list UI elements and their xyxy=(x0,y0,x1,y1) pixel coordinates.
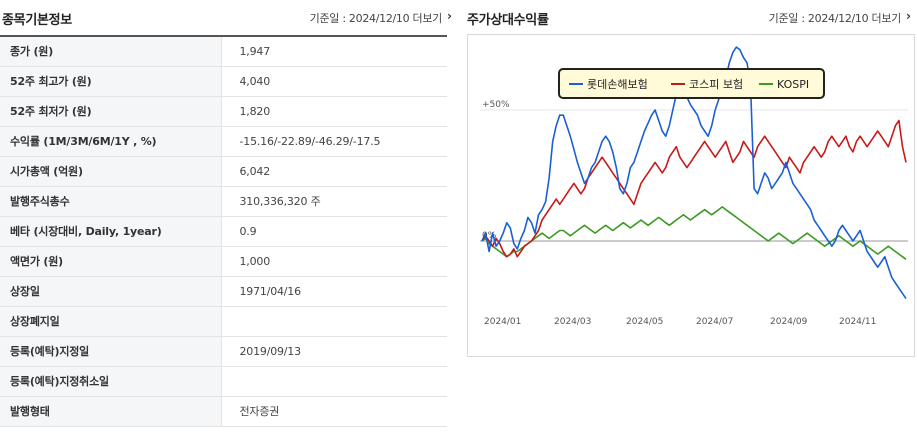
series-line-1 xyxy=(481,119,907,258)
basic-info-panel: 종목기본정보 기준일 : 2024/12/10 더보기 › 종가 (원) 1,94… xyxy=(0,0,452,437)
legend-label: 코스피 보험 xyxy=(689,78,743,91)
table-row: 상장폐지일 xyxy=(0,306,447,336)
x-tick-label: 2024/07 xyxy=(696,317,733,327)
relative-return-panel: 주가상대수익률 기준일 : 2024/12/10 더보기 › +50%0%-50… xyxy=(467,0,917,437)
relative-return-chart: +50%0%-50%2024/012024/032024/052024/0720… xyxy=(467,34,915,357)
row-label: 상장폐지일 xyxy=(0,306,222,336)
chart-legend xyxy=(558,68,825,99)
table-row: 수익률 (1M/3M/6M/1Y , %) -15.16/-22.89/-46.2… xyxy=(0,126,447,156)
x-tick-label: 2024/01 xyxy=(484,317,521,327)
legend-label: 롯데손해보험 xyxy=(587,77,648,91)
row-value: 6,042 xyxy=(239,164,271,178)
row-label: 수익률 (1M/3M/6M/1Y , %) xyxy=(0,126,222,156)
basic-info-title: 종목기본정보 xyxy=(2,13,72,28)
row-value: 4,040 xyxy=(239,74,271,88)
row-value xyxy=(221,366,447,396)
row-value: 1,000 xyxy=(239,254,271,268)
row-label: 시가총액 (억원) xyxy=(0,156,222,186)
table-row: 등록(예탁)지정일 2019/09/13 xyxy=(0,336,447,366)
table-row: 종가 (원) 1,947 xyxy=(0,36,447,66)
row-label: 등록(예탁)지정일 xyxy=(0,336,222,366)
row-label: 액면가 (원) xyxy=(0,246,222,276)
table-row: 52주 최고가 (원) 4,040 xyxy=(0,66,447,96)
series-line-0 xyxy=(481,46,907,300)
table-row: 베타 (시장대비, Daily, 1year) 0.9 xyxy=(0,216,447,246)
row-label: 베타 (시장대비, Daily, 1year) xyxy=(0,216,222,246)
row-value: 0.9 xyxy=(239,224,257,238)
row-label: 발행형태 xyxy=(0,396,222,426)
row-value: 전자증권 xyxy=(239,405,280,418)
table-row: 액면가 (원) 1,000 xyxy=(0,246,447,276)
table-row: 등록(예탁)지정취소일 xyxy=(0,366,447,396)
row-value: -15.16/-22.89/-46.29/-17.5 xyxy=(239,134,381,148)
y-tick-label: 0% xyxy=(482,231,497,241)
basic-info-table: 종가 (원) 1,947 52주 최고가 (원) 4,040 52주 최저가 (원) 1,… xyxy=(0,35,447,427)
x-tick-label: 2024/05 xyxy=(626,317,663,327)
table-row: 상장일 1971/04/16 xyxy=(0,276,447,306)
row-value: 1,820 xyxy=(239,104,271,118)
relative-return-more-link[interactable]: 기준일 : 2024/12/10 더보기 xyxy=(768,12,902,25)
x-tick-label: 2024/09 xyxy=(770,317,808,327)
x-tick-label: 2024/03 xyxy=(554,317,591,327)
legend-label: KOSPI xyxy=(777,78,809,91)
y-tick-label: +50% xyxy=(482,100,510,110)
row-value: 1,947 xyxy=(239,44,271,58)
table-row: 52주 최저가 (원) 1,820 xyxy=(0,96,447,126)
row-label: 종가 (원) xyxy=(0,36,222,66)
series-line-2 xyxy=(481,206,907,260)
table-row: 발행형태 전자증권 xyxy=(0,396,447,426)
row-label: 52주 최고가 (원) xyxy=(0,66,222,96)
basic-info-header: 종목기본정보 기준일 : 2024/12/10 더보기 › xyxy=(0,0,452,34)
relative-return-title: 주가상대수익률 xyxy=(467,13,549,28)
row-label: 등록(예탁)지정취소일 xyxy=(0,366,222,396)
chevron-right-icon[interactable]: › xyxy=(906,9,911,23)
table-row: 발행주식총수 310,336,320 주 xyxy=(0,186,447,216)
relative-return-header: 주가상대수익률 기준일 : 2024/12/10 더보기 › xyxy=(467,0,917,34)
chevron-right-icon[interactable]: › xyxy=(447,9,452,23)
x-tick-label: 2024/11 xyxy=(839,317,876,327)
row-label: 발행주식총수 xyxy=(0,186,222,216)
row-label: 상장일 xyxy=(0,276,222,306)
row-value: 310,336,320 주 xyxy=(239,195,321,208)
row-value: 2019/09/13 xyxy=(239,344,302,358)
row-value xyxy=(221,306,447,336)
table-row: 시가총액 (억원) 6,042 xyxy=(0,156,447,186)
row-value: 1971/04/16 xyxy=(239,284,302,298)
line-chart: +50%0%-50%2024/012024/032024/052024/0720… xyxy=(480,46,908,327)
basic-info-more-link[interactable]: 기준일 : 2024/12/10 더보기 xyxy=(309,12,443,25)
row-label: 52주 최저가 (원) xyxy=(0,96,222,126)
